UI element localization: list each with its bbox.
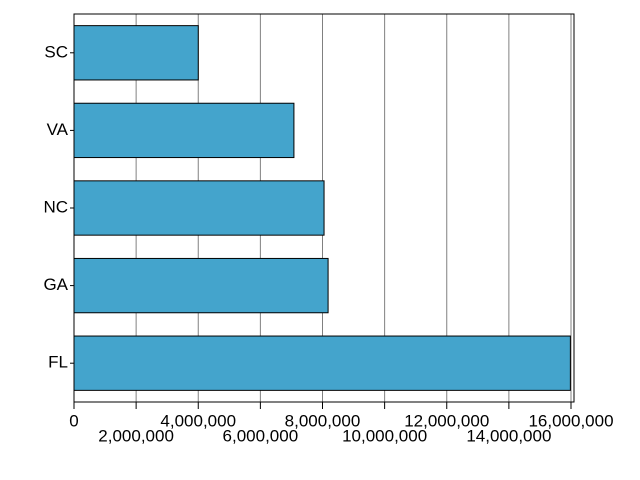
x-tick-label: 6,000,000 [223,426,299,445]
y-tick-label: GA [43,275,68,294]
x-tick-label: 12,000,000 [404,411,489,430]
bar [73,257,329,314]
bar [73,102,295,159]
bar [73,25,199,81]
x-tick-label: 2,000,000 [98,426,174,445]
x-tick-label: 16,000,000 [528,411,613,430]
y-tick-label: VA [47,120,69,139]
y-tick-label: SC [44,42,68,61]
bar [73,335,571,391]
x-tick-label: 0 [69,411,78,430]
y-tick-label: FL [48,353,68,372]
bar [73,180,325,236]
y-tick-label: NC [43,197,68,216]
x-tick-label: 10,000,000 [342,426,427,445]
x-tick-label: 14,000,000 [466,426,551,445]
x-tick-label: 4,000,000 [160,411,236,430]
x-tick-label: 8,000,000 [285,411,361,430]
